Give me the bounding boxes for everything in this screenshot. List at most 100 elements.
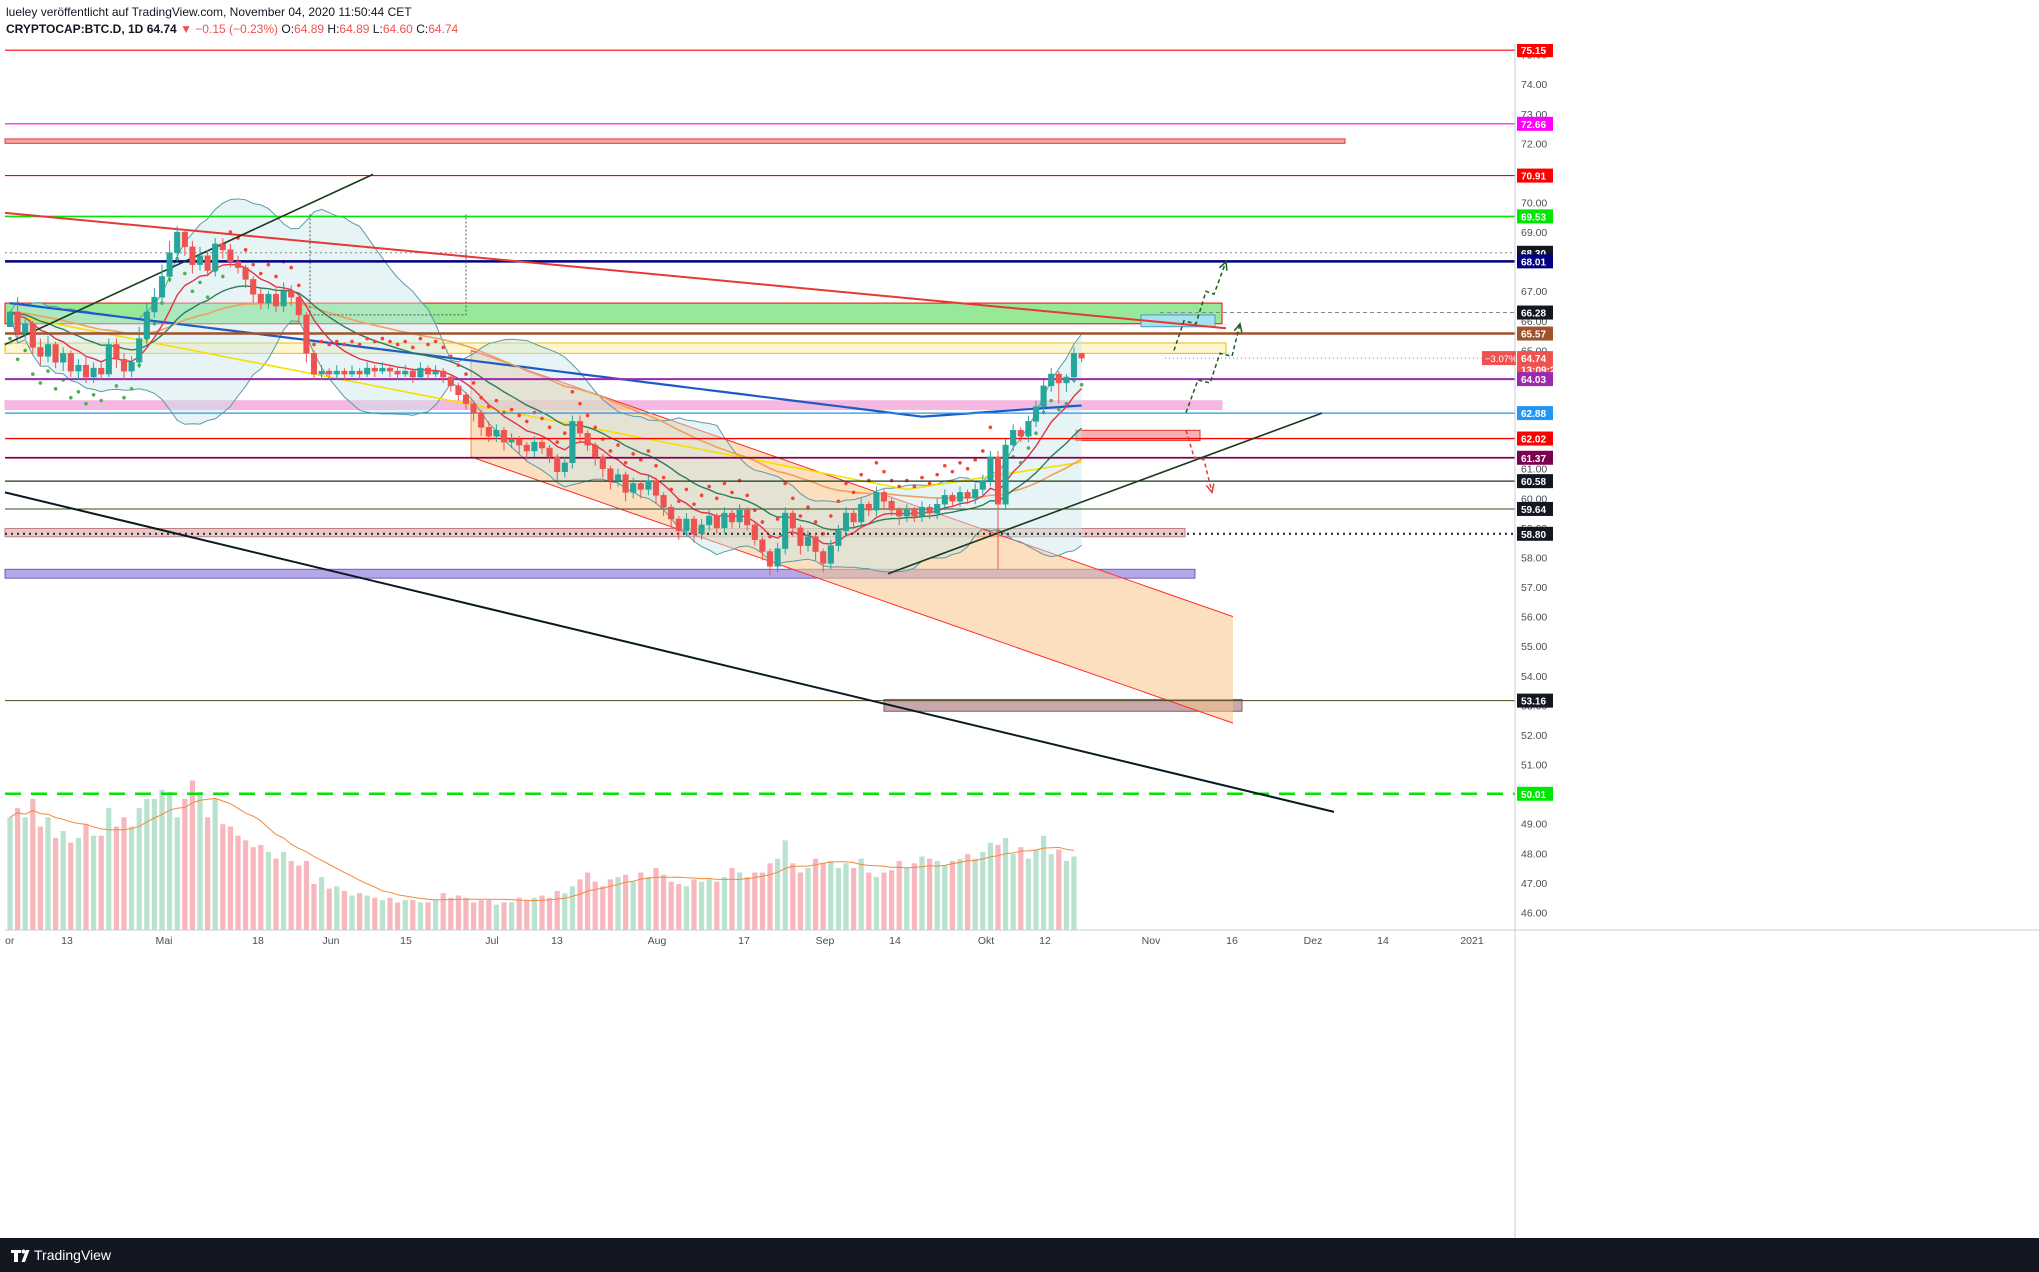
symbol-name[interactable]: CRYPTOCAP:BTC.D, 1D	[6, 22, 144, 36]
volume-bar	[387, 897, 393, 930]
sar-dot	[677, 499, 681, 504]
volume-bar	[91, 835, 97, 930]
sar-dot	[357, 342, 362, 347]
ema-50-orange	[9, 301, 1082, 499]
y-tick-label: 72.00	[1521, 138, 1547, 150]
time-axis[interactable]: 13 Mai 18 Jun 15 Jul 13 Aug 17 Sep 14 Okt 12 Nov 16 Dez…	[5, 929, 2039, 947]
sar-dot	[745, 493, 749, 498]
sar-dot	[129, 387, 134, 391]
candle-body	[234, 261, 242, 268]
price-chart[interactable]: 46.0047.0048.0049.0050.0051.0052.0053.00…	[0, 44, 2039, 1238]
sar-dot	[616, 443, 620, 447]
volume-bar	[585, 872, 591, 930]
y-tick-label: 55.00	[1521, 641, 1547, 653]
candle-body	[120, 359, 128, 372]
sar-dot	[99, 398, 103, 403]
volume-bar	[395, 902, 401, 930]
sar-dot	[23, 348, 28, 353]
sar-dot	[646, 449, 651, 453]
volume-bar	[699, 881, 705, 930]
candle-body	[128, 361, 135, 372]
sar-dot	[84, 401, 88, 406]
candle-body	[386, 367, 394, 372]
sar-dot	[669, 487, 673, 492]
candle-body	[60, 353, 67, 363]
volume-bar	[250, 847, 256, 930]
x-tick-label: 12	[1039, 935, 1051, 947]
brand-name[interactable]: TradingView	[34, 1247, 112, 1263]
sar-dot	[1079, 382, 1084, 387]
volume-bar	[281, 851, 287, 930]
volume-bar	[303, 861, 309, 930]
volume-bar	[402, 900, 408, 930]
price-label-text: 66.28	[1521, 309, 1546, 320]
volume-bar	[1025, 858, 1031, 930]
candle-body	[204, 255, 211, 271]
volume-bar	[889, 870, 895, 930]
candle-body	[6, 311, 14, 327]
candle-body	[265, 293, 272, 304]
sar-dot	[69, 395, 73, 400]
y-tick-label: 57.00	[1521, 582, 1547, 594]
candle-body	[637, 483, 644, 490]
low-label: L:	[372, 22, 383, 36]
volume-bar	[569, 886, 575, 930]
volume-bar	[919, 856, 925, 930]
sar-dot	[114, 384, 119, 388]
candle-body	[318, 370, 325, 375]
volume-histogram	[7, 780, 1077, 930]
candle-body	[341, 370, 348, 375]
y-tick-label: 56.00	[1521, 612, 1547, 624]
high-label: H:	[327, 22, 340, 36]
sar-dot	[973, 458, 977, 462]
y-tick-label: 69.00	[1521, 227, 1547, 239]
x-tick-label: 18	[252, 935, 264, 947]
volume-bar	[129, 826, 135, 930]
price-label-text: 64.03	[1521, 375, 1546, 386]
candle-body	[105, 344, 112, 375]
candle-body	[212, 243, 219, 271]
sar-dot	[1019, 461, 1023, 465]
candle-body	[440, 370, 447, 378]
candle-body	[531, 441, 538, 452]
volume-bar	[790, 863, 796, 930]
sar-dot	[312, 342, 316, 347]
measure-tag	[1482, 351, 1516, 366]
sar-dot	[38, 381, 43, 385]
candle-body	[751, 524, 758, 540]
price-axis[interactable]: 46.0047.0048.0049.0050.0051.0052.0053.00…	[1482, 44, 2039, 1238]
close-label: C:	[416, 22, 429, 36]
sar-dot	[570, 390, 575, 394]
sar-dot	[15, 357, 20, 362]
sar-dot	[251, 262, 255, 267]
volume-bar	[159, 789, 165, 930]
sar-dot	[958, 461, 962, 465]
x-tick-label: Okt	[978, 935, 994, 947]
bollinger-upper	[9, 198, 1082, 503]
volume-bar	[288, 861, 294, 930]
x-tick-label: Sep	[816, 935, 835, 947]
volume-bar	[7, 817, 13, 930]
symbol-legend[interactable]: CRYPTOCAP:BTC.D, 1D 64.74 ▼ −0.15 (−0.23…	[6, 22, 458, 36]
sar-dot	[1026, 446, 1031, 450]
volume-bar	[737, 872, 743, 930]
candle-body	[865, 503, 872, 511]
volume-bar	[296, 865, 302, 930]
volume-bar	[144, 798, 150, 930]
close-value: 64.74	[428, 22, 459, 36]
candle-body	[257, 293, 264, 304]
candle-body	[455, 385, 462, 396]
macro-downtrend-black	[4, 491, 1335, 813]
y-tick-label: 67.00	[1521, 286, 1547, 298]
sar-dot	[411, 345, 415, 350]
volume-bar	[873, 877, 879, 930]
candle-body	[858, 503, 865, 523]
tradingview-logo-icon[interactable]	[10, 1247, 30, 1263]
x-tick-label: Jul	[485, 935, 498, 947]
candle-body	[804, 536, 812, 546]
candle-body	[1010, 430, 1017, 446]
sar-dot	[639, 458, 643, 462]
volume-bar	[995, 844, 1001, 930]
volume-bar	[820, 863, 826, 930]
volume-bar	[136, 808, 142, 930]
